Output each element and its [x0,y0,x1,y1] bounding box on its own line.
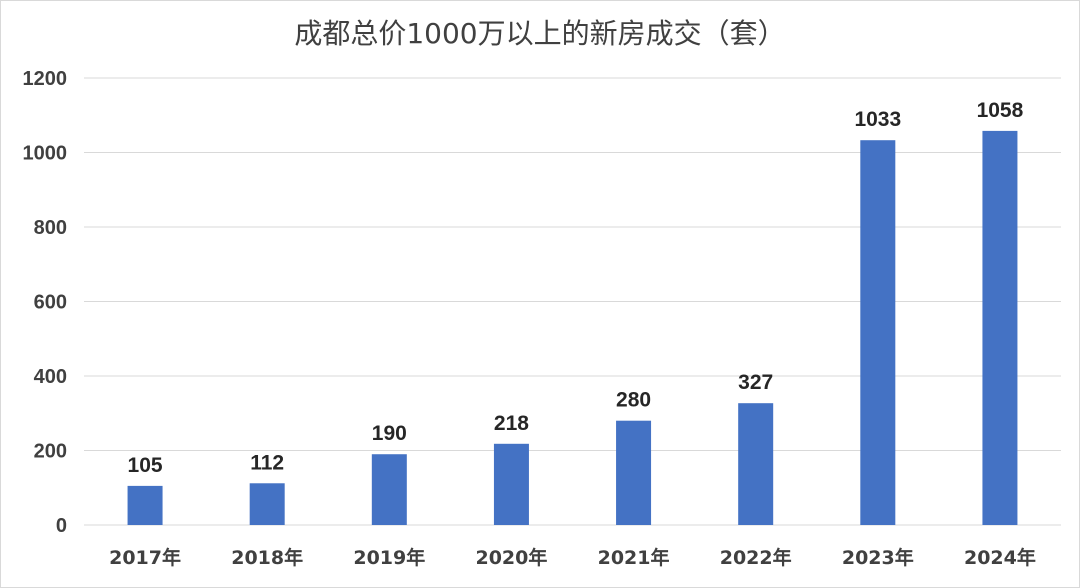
x-tick-label: 2017年 [109,546,181,569]
bars [127,130,1018,525]
bar [249,483,285,525]
data-label: 218 [494,412,529,435]
y-tick-label: 0 [56,515,67,537]
data-labels: 105 112 190 218 280 327 1033 1058 [128,99,1024,477]
y-tick-label: 400 [34,366,67,388]
y-tick-label: 200 [34,441,67,463]
gridlines [84,77,1061,526]
x-axis-ticks: 2017年 2018年 2019年 2020年 2021年 2022年 2023年 2024年 [109,546,1036,569]
bar [493,443,529,525]
x-tick-label: 2023年 [842,546,914,569]
x-tick-label: 2018年 [231,546,303,569]
bar [860,140,896,525]
data-label: 327 [738,371,773,394]
y-tick-label: 1000 [23,143,68,165]
y-tick-label: 800 [34,217,67,239]
bar [616,420,652,525]
bar [982,130,1018,525]
data-label: 112 [250,451,284,474]
x-tick-label: 2021年 [598,546,670,569]
data-label: 105 [128,454,163,477]
bar [371,454,407,525]
data-label: 280 [616,389,651,412]
x-tick-label: 2022年 [720,546,792,569]
data-label: 190 [372,422,407,445]
x-tick-label: 2024年 [964,546,1036,569]
y-tick-label: 600 [34,292,67,314]
bar [127,485,163,525]
data-label: 1033 [854,108,901,131]
bar [738,403,774,525]
x-tick-label: 2020年 [475,546,547,569]
y-axis-ticks: 0 200 400 600 800 1000 1200 [23,68,68,537]
data-label: 1058 [977,99,1024,122]
x-tick-label: 2019年 [353,546,425,569]
chart-title: 成都总价1000万以上的新房成交（套） [294,17,785,50]
y-tick-label: 1200 [23,68,68,90]
